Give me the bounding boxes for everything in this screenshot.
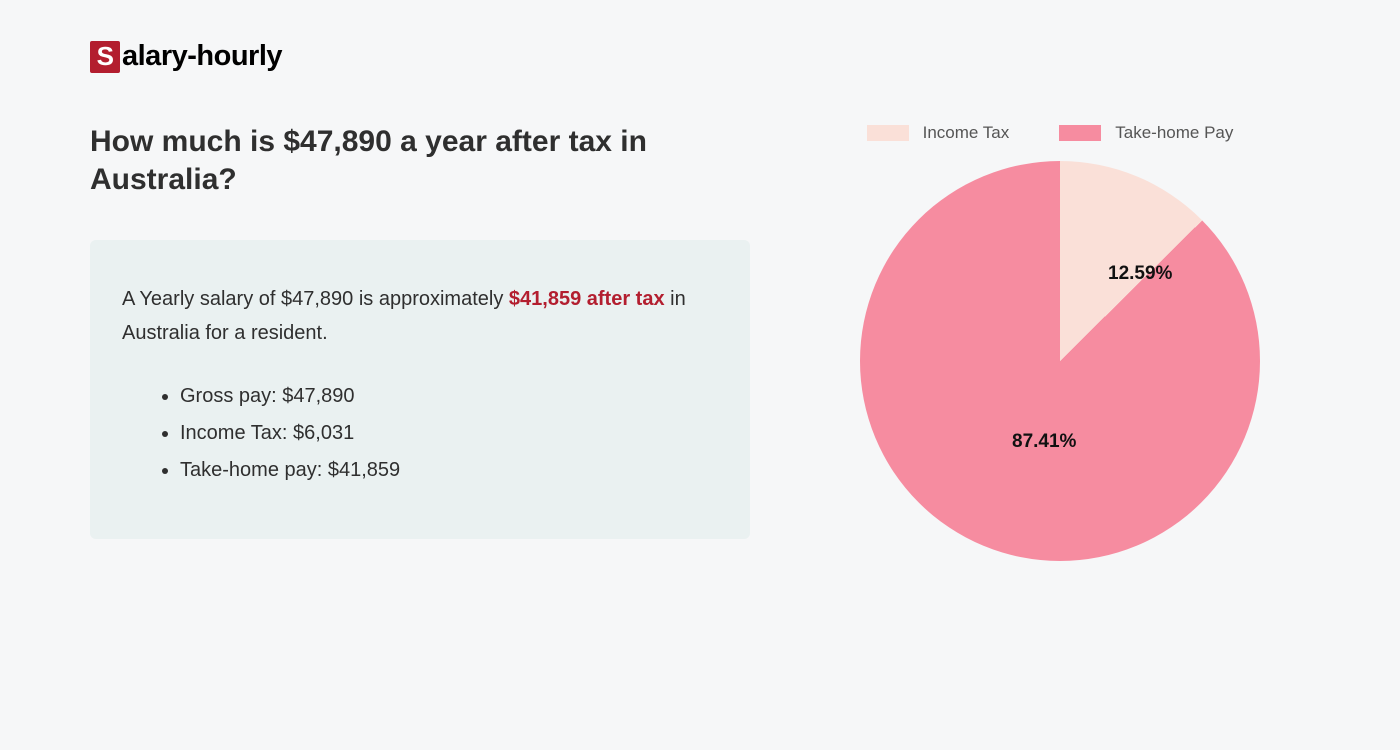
- pie-slice-label-income-tax: 12.59%: [1108, 263, 1172, 285]
- summary-box: A Yearly salary of $47,890 is approximat…: [90, 240, 750, 539]
- legend-item-income-tax: Income Tax: [867, 123, 1010, 143]
- legend-swatch-icon: [867, 125, 909, 141]
- page-title: How much is $47,890 a year after tax in …: [90, 123, 750, 198]
- list-item: Take-home pay: $41,859: [180, 452, 718, 489]
- summary-highlight: $41,859 after tax: [509, 288, 665, 310]
- legend-label: Take-home Pay: [1115, 123, 1233, 143]
- legend-item-take-home: Take-home Pay: [1059, 123, 1233, 143]
- summary-before: A Yearly salary of $47,890 is approximat…: [122, 288, 509, 310]
- chart-legend: Income Tax Take-home Pay: [790, 123, 1310, 143]
- bullet-list: Gross pay: $47,890 Income Tax: $6,031 Ta…: [122, 378, 718, 489]
- logo-text: alary-hourly: [122, 40, 282, 73]
- logo-s-icon: S: [90, 41, 120, 73]
- pie-slice-label-take-home: 87.41%: [1012, 431, 1076, 453]
- site-logo: Salary-hourly: [90, 40, 1310, 73]
- list-item: Gross pay: $47,890: [180, 378, 718, 415]
- summary-text: A Yearly salary of $47,890 is approximat…: [122, 282, 718, 350]
- pie-graphic: [860, 161, 1260, 561]
- legend-swatch-icon: [1059, 125, 1101, 141]
- list-item: Income Tax: $6,031: [180, 415, 718, 452]
- legend-label: Income Tax: [923, 123, 1010, 143]
- pie-chart: 12.59% 87.41%: [860, 161, 1260, 561]
